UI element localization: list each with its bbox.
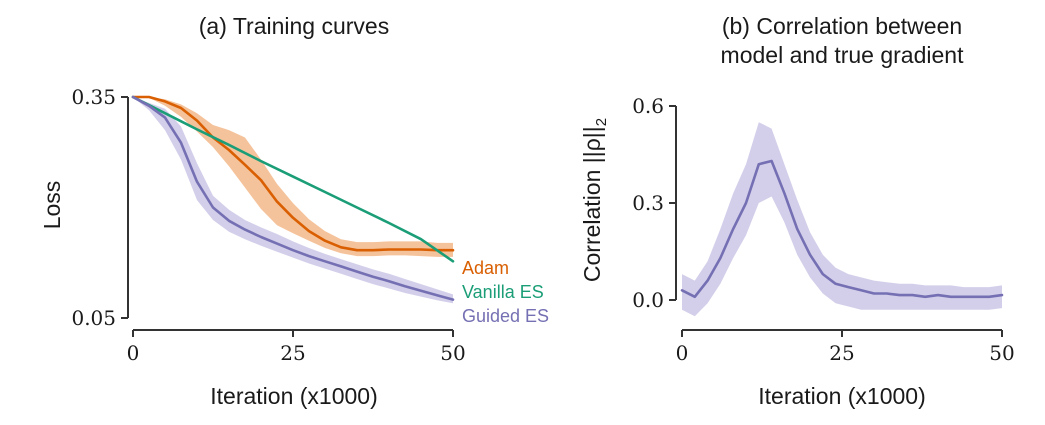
- panel-a-xtick-label-0: 0: [127, 341, 140, 365]
- panel-a-xtick-label-2: 50: [440, 341, 465, 365]
- panel-a-line-adam: [131, 95, 455, 252]
- panel-b-ytick-label-0: 0.0: [632, 288, 664, 312]
- panel-a-lines: [131, 95, 455, 301]
- panel-b-bands: [682, 122, 1002, 317]
- panel-b-xtick-label-0: 0: [676, 341, 689, 365]
- panel-b-y-label-main: Correlation ||ρ||: [579, 126, 605, 282]
- panel-a-x-label: Iteration (x1000): [210, 383, 377, 409]
- panel-b-line-correlation: [680, 159, 1004, 299]
- panel-b-ticks: 0 25 50 0.0 0.3 0.6: [632, 94, 1015, 365]
- panel-b-y-label: Correlation ||ρ||2: [579, 118, 610, 282]
- panel-b-ytick-label-1: 0.3: [632, 191, 664, 215]
- panel-a-ticks: 0 25 50 0.05 0.35: [71, 85, 465, 365]
- panel-b-title-line-1: (b) Correlation between: [722, 13, 962, 39]
- panel-a: (a) Training curves 0 25 50 0.05 0.35 Iterat…: [39, 13, 549, 409]
- panel-b-lines: [680, 159, 1004, 299]
- panel-a-line-guided-es: [131, 95, 455, 301]
- panel-b-xtick-label-1: 25: [829, 341, 854, 365]
- panel-b-y-label-subscript: 2: [593, 118, 610, 126]
- panel-a-bands: [133, 97, 453, 304]
- panel-a-y-label: Loss: [39, 181, 65, 230]
- panel-a-ytick-label-1: 0.35: [71, 85, 116, 109]
- panel-b: (b) Correlation between model and true g…: [579, 13, 1015, 409]
- legend-vanilla-es: Vanilla ES: [462, 282, 544, 302]
- legend-guided-es: Guided ES: [462, 306, 549, 326]
- panel-a-band-guided-es: [133, 97, 453, 304]
- legend-adam: Adam: [462, 258, 509, 278]
- panel-b-ytick-label-2: 0.6: [632, 94, 664, 118]
- panel-b-x-label: Iteration (x1000): [758, 383, 925, 409]
- panel-a-line-vanilla-es: [131, 95, 455, 263]
- panel-a-legend: Adam Vanilla ES Guided ES: [462, 258, 549, 326]
- panel-b-band-correlation: [682, 122, 1002, 317]
- panel-a-xtick-label-1: 25: [280, 341, 305, 365]
- panel-a-ytick-label-0: 0.05: [71, 306, 116, 330]
- panel-b-xtick-label-2: 50: [989, 341, 1014, 365]
- panel-b-title-line-2: model and true gradient: [721, 42, 965, 68]
- panel-a-title: (a) Training curves: [199, 13, 389, 39]
